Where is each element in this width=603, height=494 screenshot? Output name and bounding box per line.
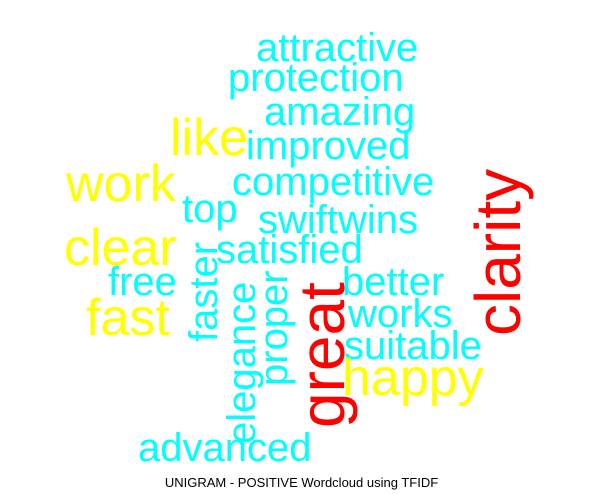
word-top: top (182, 187, 238, 231)
word-swiftwins: swiftwins (258, 198, 419, 242)
caption: UNIGRAM - POSITIVE Wordcloud using TFIDF (164, 475, 439, 490)
word-like: like (170, 109, 249, 167)
word-suitable: suitable (344, 324, 482, 368)
word-happy: happy (342, 349, 484, 407)
word-work: work (66, 155, 176, 213)
word-protection: protection (228, 56, 404, 100)
word-faster: faster (182, 241, 226, 342)
word-competitive: competitive (232, 160, 435, 204)
word-satisfied: satisfied (216, 228, 363, 272)
word-fast: fast (86, 289, 170, 347)
word-attractive: attractive (256, 26, 419, 70)
word-amazing: amazing (264, 90, 416, 134)
word-better: better (342, 260, 445, 304)
word-works: works (348, 292, 453, 336)
word-free: free (108, 260, 177, 304)
word-clarity: clarity (462, 168, 534, 336)
word-great: great (286, 282, 358, 428)
word-clear: clear (64, 219, 177, 277)
word-improved: improved (246, 124, 411, 168)
word-advanced: advanced (138, 426, 312, 470)
